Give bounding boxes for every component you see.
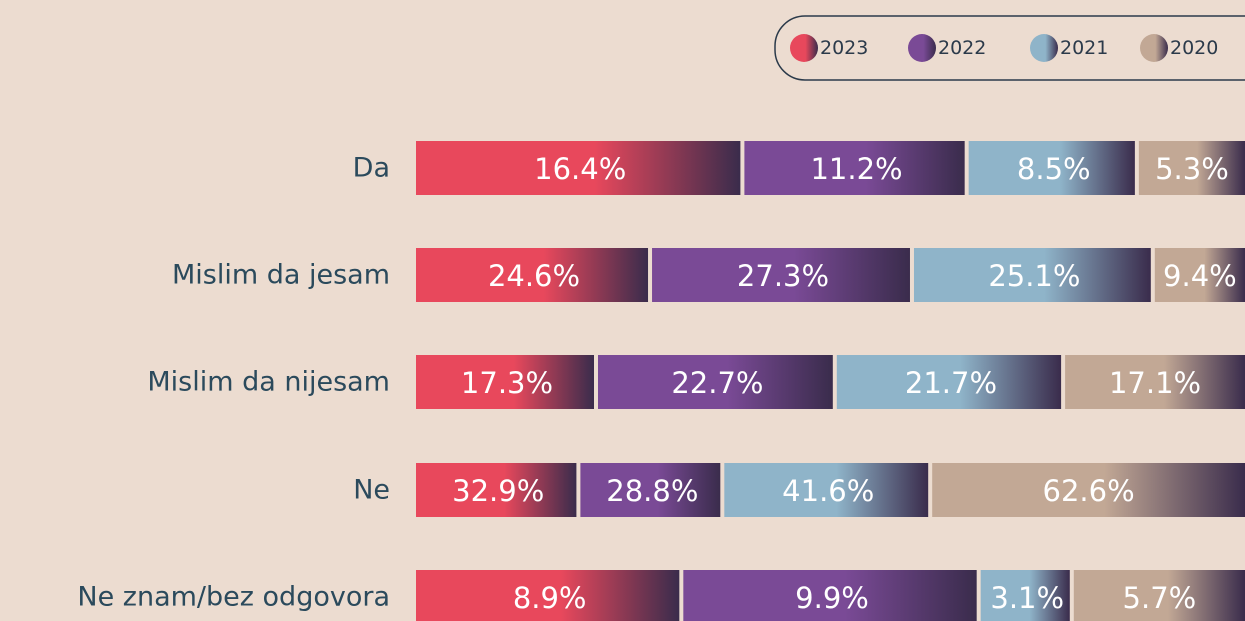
legend-label: 2022 — [938, 37, 986, 59]
bar-segment — [980, 570, 1070, 621]
value-label: 41.6% — [782, 474, 874, 508]
value-label: 24.6% — [488, 259, 580, 293]
value-label: 21.7% — [905, 366, 997, 400]
bar-segment — [968, 141, 1135, 195]
legend-frame — [774, 15, 1245, 81]
category-label: Ne znam/bez odgovora — [77, 582, 390, 613]
bar-segment — [652, 248, 910, 302]
legend-label: 2020 — [1170, 37, 1218, 59]
bar-segment — [683, 570, 977, 621]
value-label: 11.2% — [810, 152, 902, 186]
value-label: 16.4% — [534, 152, 626, 186]
legend-swatch — [790, 34, 818, 62]
value-label: 32.9% — [452, 474, 544, 508]
bar-segment — [416, 463, 577, 517]
category-label: Mislim da jesam — [172, 260, 390, 291]
bar-segment — [416, 355, 595, 409]
value-label: 17.1% — [1109, 366, 1201, 400]
category-label: Da — [353, 153, 390, 184]
legend-swatch — [1140, 34, 1168, 62]
bar-segment — [836, 355, 1062, 409]
bar-segment — [598, 355, 833, 409]
bar-segment — [416, 141, 741, 195]
bar-segment — [1065, 355, 1245, 409]
value-label: 17.3% — [461, 366, 553, 400]
value-label: 28.8% — [606, 474, 698, 508]
value-label: 5.3% — [1155, 152, 1229, 186]
value-label: 3.1% — [990, 581, 1064, 615]
bar-segment — [724, 463, 929, 517]
value-label: 25.1% — [988, 259, 1080, 293]
legend-swatch — [908, 34, 936, 62]
bar-segment — [416, 248, 649, 302]
bar-segment — [932, 463, 1245, 517]
bar-segment — [1154, 248, 1245, 302]
legend-swatch — [1030, 34, 1058, 62]
bar-segment — [580, 463, 721, 517]
value-label: 9.4% — [1163, 259, 1237, 293]
value-label: 5.7% — [1123, 581, 1197, 615]
bar-segment — [1073, 570, 1245, 621]
value-label: 8.9% — [513, 581, 587, 615]
bar-segment — [416, 570, 680, 621]
legend-label: 2021 — [1060, 37, 1108, 59]
value-label: 62.6% — [1043, 474, 1135, 508]
bar-segment — [744, 141, 965, 195]
value-label: 22.7% — [671, 366, 763, 400]
category-label: Ne — [353, 475, 390, 506]
bar-segment — [1138, 141, 1245, 195]
bar-segment — [913, 248, 1151, 302]
value-label: 9.9% — [795, 581, 869, 615]
legend-label: 2023 — [820, 37, 868, 59]
value-label: 8.5% — [1017, 152, 1091, 186]
value-label: 27.3% — [737, 259, 829, 293]
category-label: Mislim da nijesam — [147, 367, 390, 398]
